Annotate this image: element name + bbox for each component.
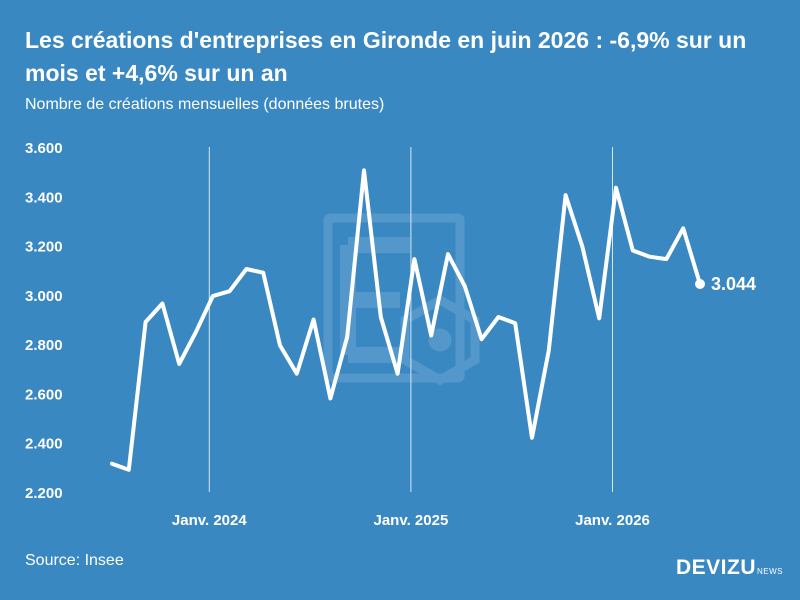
data-point bbox=[228, 289, 232, 293]
data-point bbox=[480, 337, 484, 341]
data-point bbox=[412, 257, 416, 261]
x-tick-label: Janv. 2026 bbox=[575, 512, 650, 529]
data-point bbox=[446, 252, 450, 256]
data-point bbox=[362, 168, 366, 172]
last-point-marker bbox=[695, 279, 705, 290]
series-line bbox=[110, 168, 702, 472]
y-tick-label: 3.600 bbox=[25, 140, 63, 157]
data-point bbox=[513, 321, 517, 325]
data-point bbox=[177, 362, 181, 366]
chart-subtitle: Nombre de créations mensuelles (données … bbox=[25, 96, 385, 113]
y-tick-label: 3.400 bbox=[25, 189, 63, 206]
data-point bbox=[211, 294, 215, 298]
y-tick-label: 2.200 bbox=[25, 485, 63, 502]
brand-name: DEVIZU bbox=[676, 556, 757, 579]
data-point bbox=[631, 249, 635, 253]
last-value-label: 3.044 bbox=[711, 274, 756, 294]
data-point bbox=[194, 330, 198, 334]
x-tick-label: Janv. 2024 bbox=[172, 512, 247, 529]
x-tick-label: Janv. 2025 bbox=[374, 512, 449, 529]
brand-logo: DEVIZUNEWS bbox=[676, 556, 783, 580]
data-point bbox=[127, 468, 131, 472]
data-point bbox=[463, 284, 467, 288]
data-point bbox=[278, 343, 282, 347]
data-point bbox=[547, 348, 551, 352]
y-tick-label: 2.400 bbox=[25, 436, 63, 453]
data-point bbox=[110, 462, 114, 466]
y-tick-label: 3.000 bbox=[25, 288, 63, 305]
source-note: Source: Insee bbox=[25, 552, 124, 569]
data-point bbox=[261, 271, 265, 275]
data-point bbox=[681, 226, 685, 230]
data-point bbox=[429, 334, 433, 338]
data-point bbox=[597, 316, 601, 320]
chart-title: Les créations d'entreprises en Gironde e… bbox=[25, 27, 747, 86]
y-tick-label: 3.200 bbox=[25, 239, 63, 256]
data-point bbox=[648, 255, 652, 259]
data-point bbox=[396, 372, 400, 376]
data-point bbox=[564, 193, 568, 197]
y-tick-label: 2.800 bbox=[25, 337, 63, 354]
data-point bbox=[312, 318, 316, 322]
data-point bbox=[496, 315, 500, 319]
data-point bbox=[379, 315, 383, 319]
data-point bbox=[530, 436, 534, 440]
brand-sub: NEWS bbox=[757, 567, 784, 576]
data-point bbox=[144, 320, 148, 324]
data-point bbox=[345, 335, 349, 339]
data-point bbox=[580, 245, 584, 249]
data-point bbox=[295, 372, 299, 376]
data-point bbox=[328, 396, 332, 400]
data-point bbox=[160, 301, 164, 305]
data-point bbox=[664, 257, 668, 261]
data-point bbox=[244, 267, 248, 271]
data-point bbox=[614, 186, 618, 190]
y-tick-label: 2.600 bbox=[25, 386, 63, 403]
